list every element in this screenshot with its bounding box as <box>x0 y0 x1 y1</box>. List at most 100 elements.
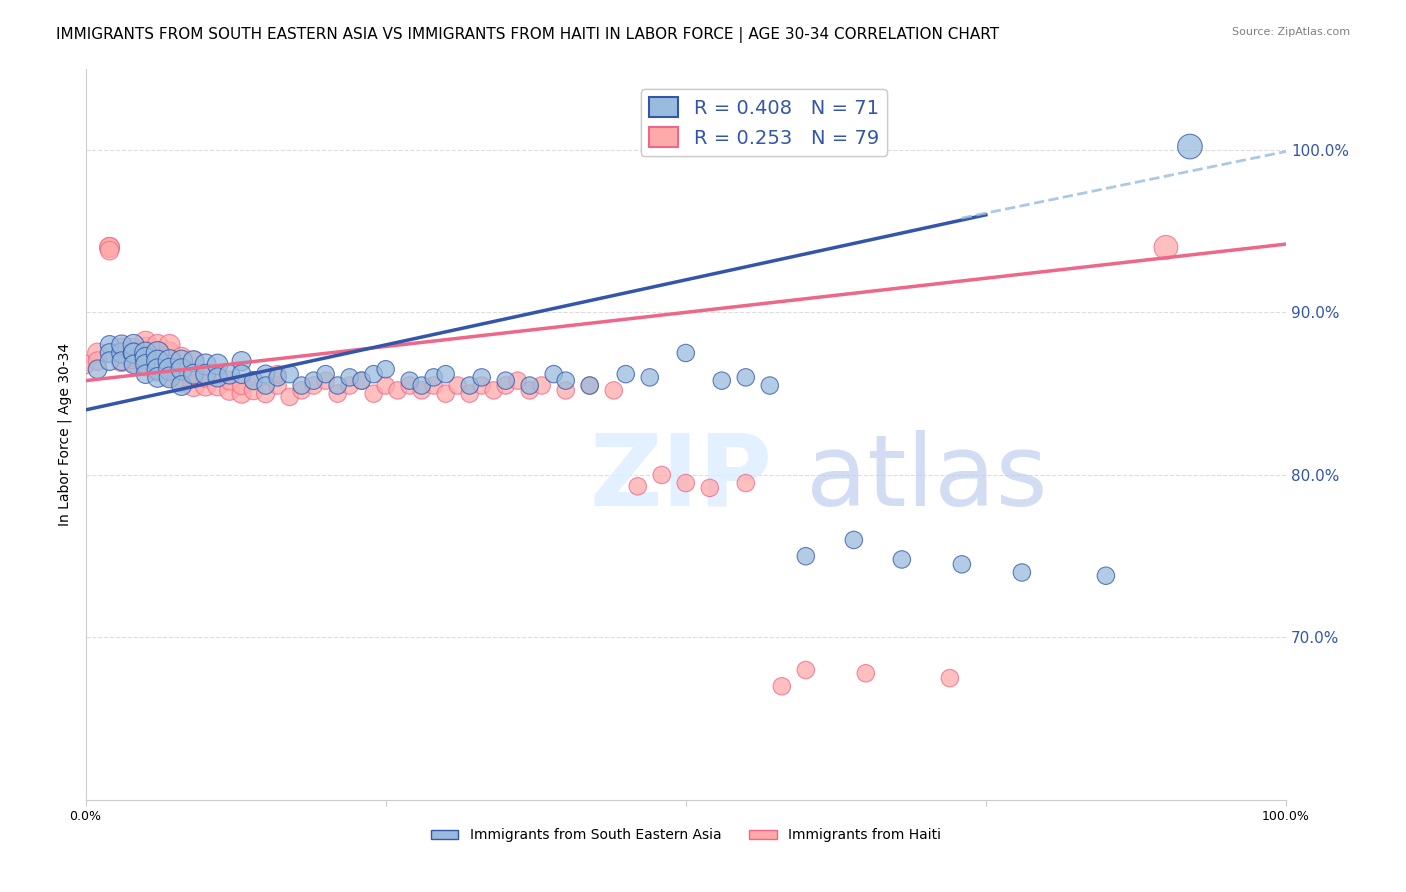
Point <box>675 346 697 360</box>
Point <box>183 354 205 368</box>
Point <box>159 346 181 360</box>
Point <box>458 378 481 392</box>
Point <box>447 378 470 392</box>
Point <box>146 338 169 352</box>
Point <box>530 378 553 392</box>
Point <box>231 354 253 368</box>
Point <box>110 354 132 368</box>
Point <box>183 378 205 392</box>
Point <box>278 390 301 404</box>
Point <box>471 378 494 392</box>
Point <box>543 367 565 381</box>
Point <box>159 367 181 381</box>
Point <box>759 378 782 392</box>
Text: ZIP: ZIP <box>589 430 773 526</box>
Point <box>218 374 240 388</box>
Point <box>170 362 193 376</box>
Point <box>506 374 529 388</box>
Point <box>471 370 494 384</box>
Point <box>86 362 108 376</box>
Point <box>578 378 600 392</box>
Point <box>291 384 314 398</box>
Point <box>254 378 277 392</box>
Point <box>98 244 121 258</box>
Point <box>734 370 756 384</box>
Point <box>122 351 145 365</box>
Point <box>98 354 121 368</box>
Point <box>170 362 193 376</box>
Point <box>170 351 193 365</box>
Point <box>146 354 169 368</box>
Point <box>183 367 205 381</box>
Point <box>387 384 409 398</box>
Point <box>231 386 253 401</box>
Point <box>278 367 301 381</box>
Point <box>339 378 361 392</box>
Point <box>734 476 756 491</box>
Point <box>159 370 181 384</box>
Point <box>699 481 721 495</box>
Point <box>122 354 145 368</box>
Point <box>170 354 193 368</box>
Point <box>495 378 517 392</box>
Point <box>254 386 277 401</box>
Point <box>98 346 121 360</box>
Point <box>135 351 157 365</box>
Point <box>207 370 229 384</box>
Point <box>146 370 169 384</box>
Point <box>627 479 650 493</box>
Point <box>207 367 229 381</box>
Point <box>122 346 145 360</box>
Point <box>135 358 157 372</box>
Point <box>135 341 157 355</box>
Point <box>339 370 361 384</box>
Point <box>651 467 673 482</box>
Point <box>170 374 193 388</box>
Point <box>350 374 373 388</box>
Point <box>110 346 132 360</box>
Point <box>194 378 217 392</box>
Point <box>794 663 817 677</box>
Text: atlas: atlas <box>806 430 1047 526</box>
Point <box>603 384 626 398</box>
Point <box>519 384 541 398</box>
Point <box>554 374 576 388</box>
Point <box>146 362 169 376</box>
Point <box>614 367 637 381</box>
Point <box>146 354 169 368</box>
Legend: R = 0.408   N = 71, R = 0.253   N = 79: R = 0.408 N = 71, R = 0.253 N = 79 <box>641 89 887 155</box>
Point <box>1095 568 1118 582</box>
Point <box>519 378 541 392</box>
Point <box>183 367 205 381</box>
Point <box>326 378 349 392</box>
Point <box>842 533 865 547</box>
Point <box>458 386 481 401</box>
Point <box>146 346 169 360</box>
Point <box>159 338 181 352</box>
Point <box>159 362 181 376</box>
Point <box>86 346 108 360</box>
Point <box>242 374 264 388</box>
Point <box>110 341 132 355</box>
Point <box>135 346 157 360</box>
Point <box>110 354 132 368</box>
Point <box>98 338 121 352</box>
Point <box>422 378 444 392</box>
Point <box>554 384 576 398</box>
Point <box>135 367 157 381</box>
Point <box>495 374 517 388</box>
Point <box>374 378 396 392</box>
Point <box>135 334 157 349</box>
Point <box>794 549 817 564</box>
Point <box>482 384 505 398</box>
Point <box>302 378 325 392</box>
Point <box>146 362 169 376</box>
Point <box>122 338 145 352</box>
Point <box>159 354 181 368</box>
Point <box>939 671 962 685</box>
Point <box>266 370 288 384</box>
Point <box>98 240 121 254</box>
Point <box>242 374 264 388</box>
Point <box>122 341 145 355</box>
Point <box>291 378 314 392</box>
